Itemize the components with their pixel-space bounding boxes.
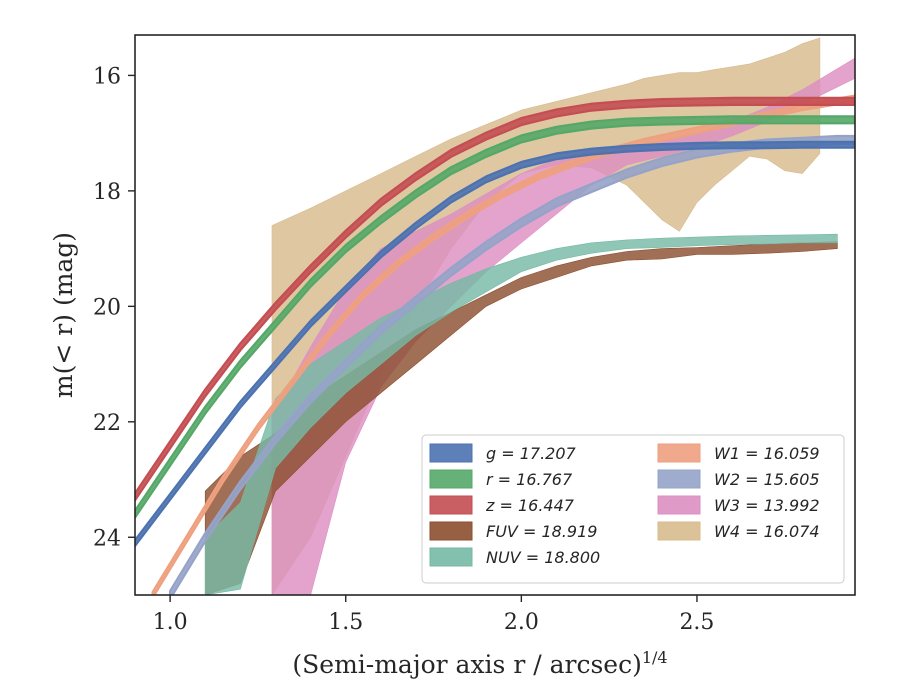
legend-label-w2: W2 = 15.605: [714, 470, 820, 489]
legend-swatch-z: [429, 495, 473, 515]
legend-label-fuv: FUV = 18.919: [486, 522, 597, 541]
series-r-band: [135, 115, 855, 519]
y-tick-label: 16: [93, 64, 121, 89]
legend: g = 17.207 r = 16.767 z = 16.447 FUV = 18.9…: [421, 434, 845, 584]
legend-swatch-w3: [657, 495, 701, 515]
series-g-band: [135, 140, 855, 547]
legend-label-r: r = 16.767: [486, 470, 573, 489]
legend-label-w4: W4 = 16.074: [714, 522, 820, 541]
legend-swatch-g: [429, 443, 473, 463]
legend-label-nuv: NUV = 18.800: [486, 548, 600, 567]
x-tick-label: 1.5: [328, 610, 363, 635]
legend-label-g: g = 17.207: [486, 444, 577, 463]
series-z-band: [135, 96, 855, 502]
legend-label-w3: W3 = 13.992: [714, 496, 820, 515]
y-axis-ticks: 16 18 20 22 24: [93, 64, 135, 551]
plot-frame: [134, 34, 856, 596]
y-tick-label: 20: [93, 295, 121, 320]
legend-swatch-fuv: [429, 521, 473, 541]
legend-swatch-w1: [657, 443, 701, 463]
y-tick-label: 18: [93, 180, 121, 205]
series-w2-band: [169, 134, 855, 595]
y-axis-label: m(< r) (mag): [49, 232, 78, 398]
x-axis-label-exponent: 1/4: [642, 648, 668, 667]
legend-label-z: z = 16.447: [485, 496, 575, 515]
legend-swatch-nuv: [429, 547, 473, 567]
x-tick-label: 2.0: [504, 610, 539, 635]
legend-box: [421, 434, 845, 584]
legend-label-w1: W1 = 16.059: [714, 444, 820, 463]
x-tick-label: 2.5: [679, 610, 714, 635]
x-axis-ticks: 1.0 1.5 2.0 2.5: [153, 595, 714, 635]
legend-swatch-r: [429, 469, 473, 489]
legend-swatch-w2: [657, 469, 701, 489]
legend-swatch-w4: [657, 521, 701, 541]
x-axis-label-main: (Semi-major axis r / arcsec): [292, 650, 641, 679]
x-tick-label: 1.0: [153, 610, 188, 635]
y-tick-label: 24: [93, 526, 121, 551]
y-tick-label: 22: [93, 411, 121, 436]
x-axis-label: (Semi-major axis r / arcsec)1/4: [292, 648, 667, 679]
series-w1-band: [151, 94, 855, 595]
series-layer: [135, 37, 855, 595]
